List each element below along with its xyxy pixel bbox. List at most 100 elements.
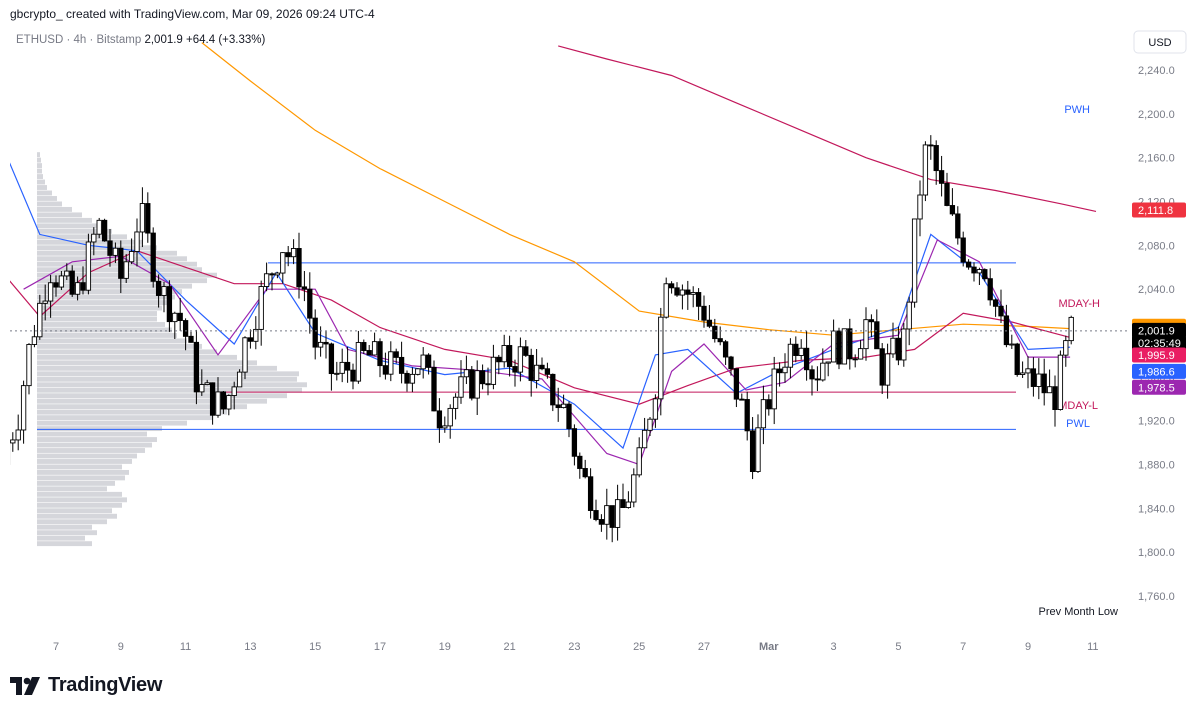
- candle-up: [490, 356, 497, 385]
- candle-down: [393, 351, 399, 358]
- symbol-info: ETHUSD · 4h · Bitstamp 2,001.9 +64.4 (+3…: [16, 34, 265, 46]
- candle-down: [733, 368, 740, 400]
- candle-down: [145, 203, 151, 234]
- currency-label[interactable]: USD: [1148, 37, 1171, 49]
- candle-up: [317, 341, 324, 348]
- candle-up: [280, 252, 286, 274]
- chart-area[interactable]: PWH MDAY-H MDAY-L PWL Prev Month Low 2,240.0…: [4, 28, 1190, 660]
- price-tick-label: 1,800.0: [1138, 547, 1175, 559]
- candle-down: [836, 330, 842, 365]
- candle-down: [177, 312, 183, 321]
- price-label-box: [1132, 322, 1186, 338]
- currency-button-frame[interactable]: [1133, 30, 1187, 54]
- candle-down: [150, 232, 156, 282]
- candle-down: [998, 305, 1004, 317]
- profile-bar: [37, 316, 157, 322]
- time-tick-label: 17: [374, 641, 386, 653]
- profile-bar: [37, 338, 187, 344]
- profile-bar: [37, 217, 92, 223]
- profile-bar: [37, 201, 62, 207]
- candle-down: [793, 343, 799, 356]
- candle-up: [922, 144, 929, 196]
- candle-down: [182, 320, 189, 337]
- candle-up: [911, 218, 918, 303]
- profile-bar: [37, 283, 192, 289]
- candle-up: [857, 348, 864, 360]
- tradingview-logo[interactable]: TradingView: [10, 674, 162, 697]
- profile-bar: [37, 513, 117, 519]
- candle-down: [506, 345, 513, 367]
- profile-bar: [37, 343, 202, 349]
- candle-up: [20, 385, 27, 431]
- candle-up: [409, 373, 416, 384]
- candle-up: [37, 302, 43, 338]
- candle-up: [123, 261, 129, 279]
- candle-up: [760, 399, 767, 429]
- profile-bar: [37, 228, 112, 234]
- candle-down: [593, 510, 599, 520]
- price-label-text: 02:35:49: [1138, 338, 1181, 350]
- price-label-text: 1,986.6: [1138, 366, 1175, 378]
- currency-button[interactable]: USD: [1133, 30, 1187, 54]
- candle-up: [863, 319, 869, 350]
- candle-down: [550, 373, 556, 406]
- candle-up: [771, 368, 777, 410]
- profile-bar: [37, 354, 237, 360]
- candle-down: [949, 205, 956, 215]
- profile-bar: [37, 442, 152, 448]
- profile-bar: [37, 365, 277, 371]
- profile-bar: [37, 327, 172, 333]
- candle-down: [739, 398, 745, 401]
- profile-bar: [37, 541, 92, 547]
- price-tick-label: 2,200.0: [1138, 109, 1175, 121]
- candle-up: [236, 371, 243, 388]
- candle-down: [717, 338, 723, 343]
- profile-bar: [37, 311, 157, 316]
- profile-bar: [37, 387, 302, 393]
- candle-down: [701, 305, 707, 321]
- candle-up: [204, 382, 210, 386]
- candle-down: [814, 378, 821, 381]
- candle-down: [933, 145, 939, 172]
- candle-down: [539, 364, 545, 370]
- profile-bar: [37, 480, 115, 486]
- candle-down: [1014, 343, 1020, 375]
- candle-up: [614, 499, 621, 528]
- profile-bar: [37, 486, 107, 492]
- profile-bar: [37, 305, 162, 311]
- candle-down: [307, 288, 313, 319]
- chart-svg[interactable]: PWH MDAY-H MDAY-L PWL Prev Month Low 2,240.0…: [4, 28, 1190, 660]
- time-tick-label: Mar: [759, 641, 779, 653]
- candle-down: [609, 505, 615, 528]
- profile-bar: [37, 294, 175, 300]
- price-axis[interactable]: 2,240.02,200.02,160.02,120.02,080.02,040…: [1138, 65, 1175, 603]
- candle-up: [96, 219, 102, 235]
- chart-credit: gbcrypto_ created with TradingView.com, …: [10, 7, 375, 21]
- candle-up: [42, 300, 48, 304]
- profile-bar: [37, 535, 85, 541]
- horizontal-levels: PWH MDAY-H MDAY-L PWL Prev Month Low: [37, 104, 1118, 618]
- candle-down: [101, 219, 108, 242]
- profile-bar: [37, 464, 122, 470]
- candle-up: [755, 427, 761, 472]
- candle-down: [695, 292, 702, 307]
- candle-up: [74, 282, 81, 295]
- candle-down: [928, 144, 934, 147]
- profile-bar: [37, 223, 102, 229]
- price-tick-label: 1,760.0: [1138, 591, 1175, 603]
- time-tick-label: 3: [831, 641, 837, 653]
- price-tick-label: 1,880.0: [1138, 460, 1175, 472]
- time-axis[interactable]: 7 9 11 13 15 17 19 21 23 25 27 Mar 3 5 7 9 11: [53, 641, 1099, 653]
- candle-up: [841, 328, 848, 365]
- volume-profile: [37, 152, 307, 547]
- candle-up: [334, 372, 340, 375]
- profile-bar: [37, 163, 42, 169]
- time-tick-label: 9: [118, 641, 124, 653]
- symbol-name: ETHUSD · 4h · Bitstamp: [16, 34, 144, 46]
- candle-up: [199, 384, 205, 393]
- candle-down: [344, 361, 351, 371]
- time-tick-label: 11: [180, 641, 191, 653]
- candle-down: [328, 343, 335, 375]
- candle-down: [425, 354, 432, 368]
- price-labels: 2,111.82,005.72,001.902:35:491,995.91,98…: [1132, 202, 1186, 395]
